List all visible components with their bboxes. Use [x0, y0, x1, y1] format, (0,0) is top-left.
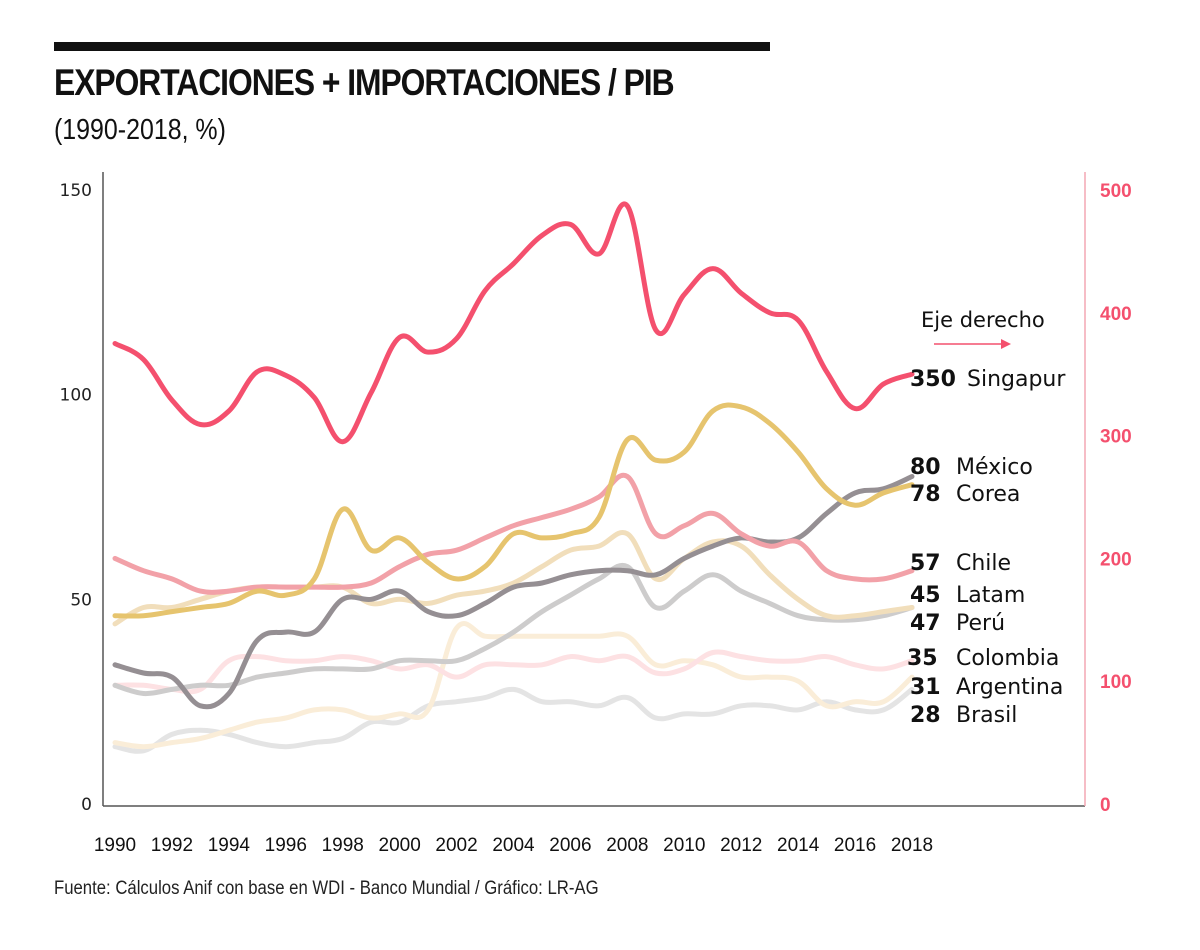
end-label-value: 35: [907, 646, 938, 671]
x-tick-label: 2000: [379, 835, 421, 856]
end-label-singapur: 350 Singapur: [910, 367, 1066, 392]
top-rule: [54, 42, 770, 51]
y-left-tick-label: 0: [81, 795, 92, 815]
x-tick-label: 2014: [777, 835, 820, 856]
y-right-tick-label: 200: [1100, 549, 1132, 570]
end-label-value: 78: [910, 482, 941, 507]
x-tick-label: 2010: [663, 835, 705, 856]
end-label-name: México: [956, 455, 1033, 480]
end-label-mexico: 80 México: [910, 455, 1033, 480]
x-tick-label: 2002: [435, 835, 477, 856]
x-tick-label: 2006: [549, 835, 591, 856]
end-label-chile: 57 Chile: [910, 551, 1011, 576]
end-label-name: Corea: [956, 482, 1020, 507]
chart-title: EXPORTACIONES + IMPORTACIONES / PIB: [54, 62, 675, 103]
series-line-corea: [112, 402, 915, 619]
x-tick-label: 2016: [834, 835, 876, 856]
end-label-value: 45: [910, 583, 941, 608]
x-tick-label: 2008: [606, 835, 648, 856]
axes: 0 50 100 150 0 100 200 300 400 500 1990 1992 1994 199…: [60, 172, 1132, 856]
x-tick-label: 1990: [94, 835, 136, 856]
series-line-argentina: [112, 621, 915, 750]
series-line-singapur: [112, 201, 915, 445]
x-tick-label: 2012: [720, 835, 762, 856]
annotation: Eje derecho: [921, 308, 1045, 349]
series-line-peru: [112, 530, 915, 627]
end-labels: 350 Singapur 80 México 78 Corea 57 Chile 45 Latam…: [907, 367, 1066, 728]
y-right-tick-label: 500: [1100, 181, 1132, 202]
y-right-tick-label: 0: [1100, 795, 1111, 816]
end-label-value: 350: [910, 367, 956, 392]
end-label-value: 47: [910, 611, 941, 636]
series-line-chile: [112, 472, 915, 595]
end-label-brasil: 28 Brasil: [910, 703, 1017, 728]
end-label-corea: 78 Corea: [910, 482, 1020, 507]
chart-subtitle: (1990-2018, %): [54, 114, 226, 146]
end-label-value: 80: [910, 455, 941, 480]
x-tick-label: 2018: [891, 835, 933, 856]
end-label-argentina: 31 Argentina: [910, 675, 1063, 700]
end-label-value: 31: [910, 675, 941, 700]
y-right-tick-label: 300: [1100, 427, 1132, 448]
x-tick-label: 1996: [265, 835, 307, 856]
x-tick-label: 1992: [151, 835, 193, 856]
end-label-name: Brasil: [956, 703, 1017, 728]
end-label-peru: 47 Perú: [910, 611, 1005, 636]
annotation-label: Eje derecho: [921, 308, 1045, 332]
end-label-name: Latam: [956, 583, 1025, 608]
series-lines: [112, 201, 915, 754]
y-left-tick-label: 50: [70, 590, 92, 610]
y-left-tick-label: 150: [60, 181, 92, 201]
y-right-tick-label: 400: [1100, 304, 1132, 325]
end-label-colombia: 35 Colombia: [907, 646, 1059, 671]
end-label-name: Perú: [956, 611, 1005, 636]
y-left-tick-label: 100: [60, 386, 92, 406]
right-arrow-icon: [934, 339, 1011, 349]
series-line-brasil: [112, 686, 915, 754]
series-line-latam: [112, 562, 915, 697]
x-tick-label: 1998: [322, 835, 364, 856]
y-right-tick-label: 100: [1100, 672, 1132, 693]
series-line-mexico: [112, 474, 915, 710]
end-label-value: 57: [910, 551, 941, 576]
end-label-name: Argentina: [956, 675, 1063, 700]
x-tick-label: 2004: [492, 835, 535, 856]
end-label-name: Chile: [956, 551, 1011, 576]
source-note: Fuente: Cálculos Anif con base en WDI - …: [54, 878, 599, 899]
end-label-name: Colombia: [956, 646, 1059, 671]
end-label-name: Singapur: [967, 367, 1066, 392]
end-label-latam: 45 Latam: [910, 583, 1025, 608]
x-tick-label: 1994: [208, 835, 251, 856]
end-label-value: 28: [910, 703, 941, 728]
